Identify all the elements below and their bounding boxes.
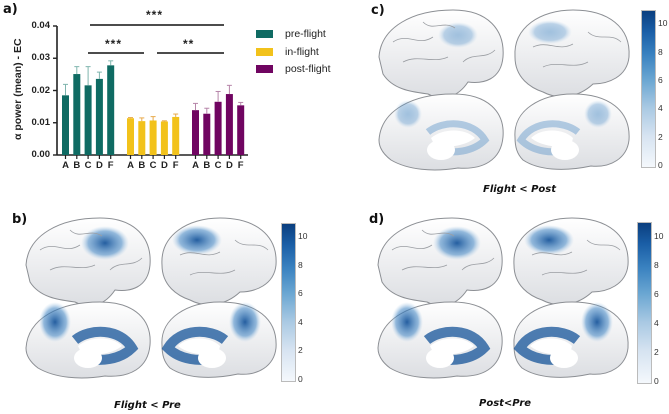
bar-in-flight-B [138, 121, 146, 155]
panel-d-caption: Post<Pre [479, 398, 532, 409]
panel-d-label: d) [369, 212, 385, 227]
panel-b-label: b) [12, 212, 28, 227]
x-tick-label: D [160, 160, 168, 171]
brain-surface-maps [377, 217, 629, 379]
bar-pre-flight-C [84, 85, 92, 155]
bar-pre-flight-F [107, 65, 115, 155]
colorbar-tick-label: 0 [658, 160, 663, 170]
x-tick-label: B [73, 160, 81, 171]
x-tick-label: C [214, 160, 222, 171]
bar-post-flight-C [214, 101, 222, 155]
colorbar-tick-label: 4 [298, 316, 303, 327]
legend-label: post-flight [285, 63, 331, 75]
x-tick-label: D [95, 160, 103, 171]
x-tick-label: C [84, 160, 92, 171]
bar-in-flight-C [149, 120, 157, 155]
colorbar-d [637, 222, 652, 384]
x-tick-label: F [237, 160, 244, 171]
colorbar-tick-label: 8 [658, 46, 663, 57]
colorbar-tick-label: 10 [658, 18, 668, 29]
colorbar-tick-label: 2 [658, 131, 663, 142]
colorbar-tick-label: 8 [654, 259, 659, 270]
colorbar-tick-label: 6 [658, 74, 663, 85]
x-tick-label: B [203, 160, 211, 171]
colorbar-tick-label: 10 [654, 230, 664, 241]
brain-surface-maps [378, 9, 630, 171]
panel-c-label: c) [371, 3, 385, 18]
legend-label: pre-flight [285, 28, 326, 40]
bar-pre-flight-A [62, 95, 69, 155]
x-tick-label: F [107, 160, 114, 171]
y-tick-label: 0.01 [31, 116, 51, 128]
colorbar-tick-label: 2 [654, 346, 659, 357]
x-tick-label: B [138, 160, 146, 171]
bar-pre-flight-D [95, 78, 103, 155]
colorbar-tick-label: 2 [298, 345, 303, 356]
colorbar-c [641, 10, 656, 168]
y-tick-label: 0.02 [31, 84, 51, 96]
panel-a-label: a) [3, 2, 18, 17]
x-tick-label: F [172, 160, 179, 171]
x-tick-label: A [62, 160, 69, 171]
legend-item-post-flight: post-flight [256, 63, 331, 75]
significance-stars: ** [183, 37, 195, 51]
y-tick-label: 0.04 [31, 20, 51, 31]
colorbar-tick-label: 4 [654, 317, 659, 328]
x-tick-label: A [192, 160, 199, 171]
panel-c-caption: Flight < Post [483, 184, 557, 195]
panel-b-caption: Flight < Pre [114, 400, 181, 411]
bar-post-flight-D [225, 94, 233, 155]
significance-stars: *** [105, 37, 123, 51]
y-tick-label: 0.00 [31, 149, 51, 160]
bar-in-flight-D [160, 121, 168, 155]
bar-pre-flight-B [73, 74, 81, 155]
colorbar-tick-label: 6 [298, 288, 303, 299]
legend-item-pre-flight: pre-flight [256, 28, 326, 40]
x-tick-label: D [225, 160, 233, 171]
legend-swatch-post-flight [256, 65, 273, 73]
legend-swatch-in-flight [256, 48, 273, 56]
x-tick-label: A [127, 160, 134, 171]
legend-swatch-pre-flight [256, 30, 273, 38]
colorbar-tick-label: 0 [654, 376, 659, 386]
colorbar-tick-label: 0 [298, 374, 303, 384]
colorbar-tick-label: 8 [298, 259, 303, 270]
legend-item-in-flight: in-flight [256, 46, 319, 58]
colorbar-b [281, 223, 296, 382]
y-tick-label: 0.03 [31, 52, 51, 64]
bar-in-flight-A [127, 118, 134, 155]
colorbar-tick-label: 6 [654, 288, 659, 299]
legend-label: in-flight [285, 46, 319, 58]
colorbar-tick-label: 4 [658, 103, 663, 114]
bar-in-flight-F [172, 116, 180, 155]
brain-surface-maps [25, 217, 277, 379]
x-tick-label: C [149, 160, 157, 171]
significance-stars: *** [146, 8, 164, 22]
bar-post-flight-A [192, 110, 199, 155]
bar-post-flight-F [237, 105, 245, 155]
colorbar-tick-label: 10 [298, 231, 308, 242]
bar-post-flight-B [203, 113, 211, 155]
